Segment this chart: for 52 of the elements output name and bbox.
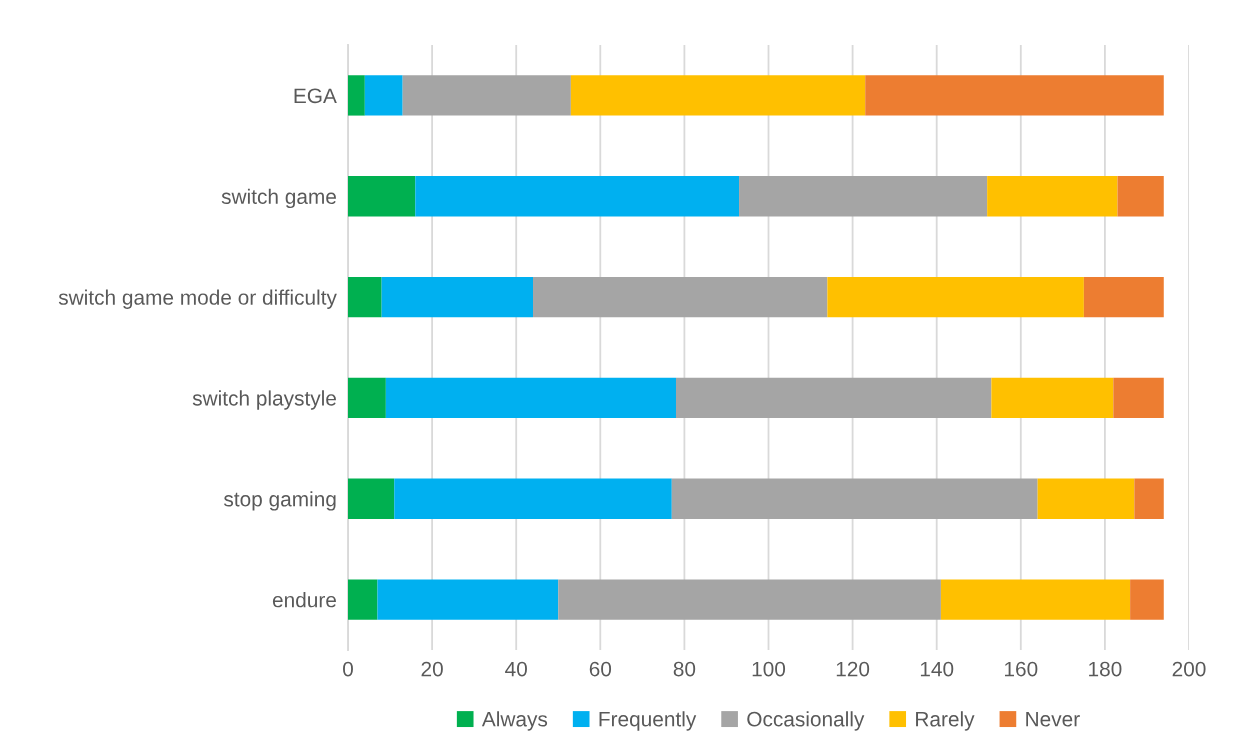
- legend-label: Occasionally: [747, 711, 865, 731]
- x-tick-label: 180: [1089, 661, 1122, 677]
- y-tick-label: stop gaming: [223, 491, 336, 511]
- bar: [1113, 377, 1164, 419]
- bar: [348, 579, 378, 620]
- bar: [739, 176, 988, 217]
- y-tick-label: switch game: [221, 188, 336, 209]
- x-tick-label: 20: [421, 661, 443, 677]
- legend-label: Rarely: [916, 711, 975, 731]
- bar: [987, 176, 1118, 217]
- x-tick-label: 100: [752, 661, 786, 677]
- bar: [348, 377, 386, 419]
- bar: [1037, 478, 1135, 519]
- bar: [827, 276, 1084, 318]
- x-tick-label: 120: [836, 661, 870, 677]
- bar: [1117, 176, 1164, 217]
- bar: [533, 276, 828, 318]
- bar: [348, 75, 365, 116]
- bar: [1134, 478, 1164, 519]
- bar: [675, 377, 992, 419]
- y-tick-label: switch game mode or difficulty: [58, 289, 337, 309]
- legend-label: Frequently: [599, 711, 697, 731]
- bar: [991, 377, 1114, 419]
- x-tick-label: 160: [1005, 661, 1038, 677]
- bar: [394, 478, 672, 519]
- bar: [348, 478, 395, 519]
- bar: [348, 176, 416, 217]
- bar: [570, 75, 866, 116]
- bar: [940, 579, 1131, 620]
- bar: [377, 579, 559, 620]
- bar: [381, 276, 534, 318]
- y-tick-label: endure: [272, 592, 336, 608]
- legend-label: Always: [481, 711, 548, 731]
- bar: [558, 579, 941, 620]
- x-tick-label: 40: [505, 661, 527, 677]
- bar: [385, 377, 676, 419]
- y-tick-label: EGA: [294, 88, 337, 104]
- x-tick-label: 140: [920, 661, 954, 677]
- bar: [402, 75, 571, 116]
- x-tick-label: 0: [343, 661, 353, 677]
- x-tick-label: 80: [673, 661, 696, 677]
- legend-label: Never: [1026, 711, 1080, 727]
- bar: [865, 75, 1164, 116]
- y-tick-label: switch playstyle: [192, 390, 336, 410]
- bar: [364, 75, 403, 116]
- bar: [1083, 276, 1164, 318]
- bar: [348, 276, 382, 318]
- x-tick-label: 200: [1172, 661, 1206, 677]
- x-tick-label: 60: [589, 661, 612, 677]
- bar: [415, 176, 740, 217]
- bar: [1130, 579, 1164, 620]
- bar: [671, 478, 1038, 519]
